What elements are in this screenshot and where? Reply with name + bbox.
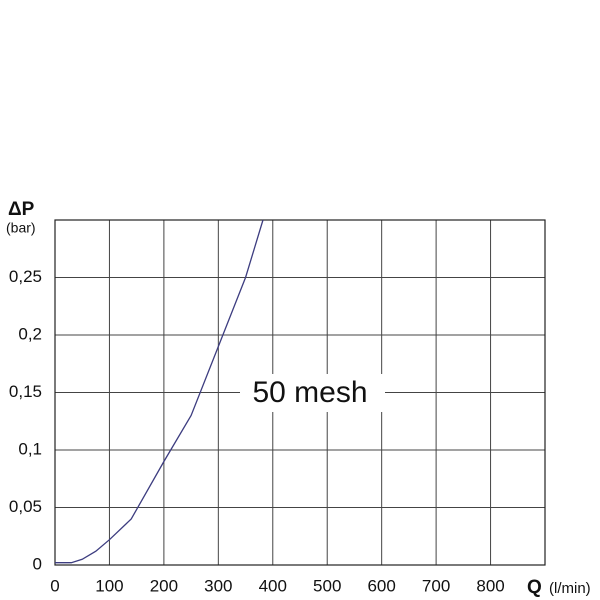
y-tick-label: 0,15: [9, 382, 42, 401]
plot-frame: [54, 219, 546, 566]
x-tick-label: 700: [422, 576, 450, 595]
annotation: 50 mesh: [252, 376, 367, 409]
x-axis-label: Q: [527, 577, 542, 598]
y-axis-label: ΔP: [8, 199, 35, 220]
x-tick-label: 400: [259, 576, 287, 595]
y-tick-label: 0,25: [9, 267, 42, 286]
y-tick-label: 0,1: [18, 439, 42, 458]
x-tick-label: 300: [204, 576, 232, 595]
data-line: [55, 219, 264, 564]
x-tick-label: 500: [313, 576, 341, 595]
x-tick-label: 0: [50, 576, 59, 595]
y-tick-label: 0,05: [9, 497, 42, 516]
y-axis-unit: (bar): [6, 220, 36, 236]
x-axis-unit: (l/min): [549, 580, 591, 597]
x-tick-label: 100: [95, 576, 123, 595]
y-tick-label: 0: [33, 554, 42, 573]
x-tick-label: 200: [150, 576, 178, 595]
annotation-bg: [240, 374, 385, 412]
x-tick-label: 600: [367, 576, 395, 595]
y-tick-label: 0,2: [18, 324, 42, 343]
x-tick-label: 800: [476, 576, 504, 595]
